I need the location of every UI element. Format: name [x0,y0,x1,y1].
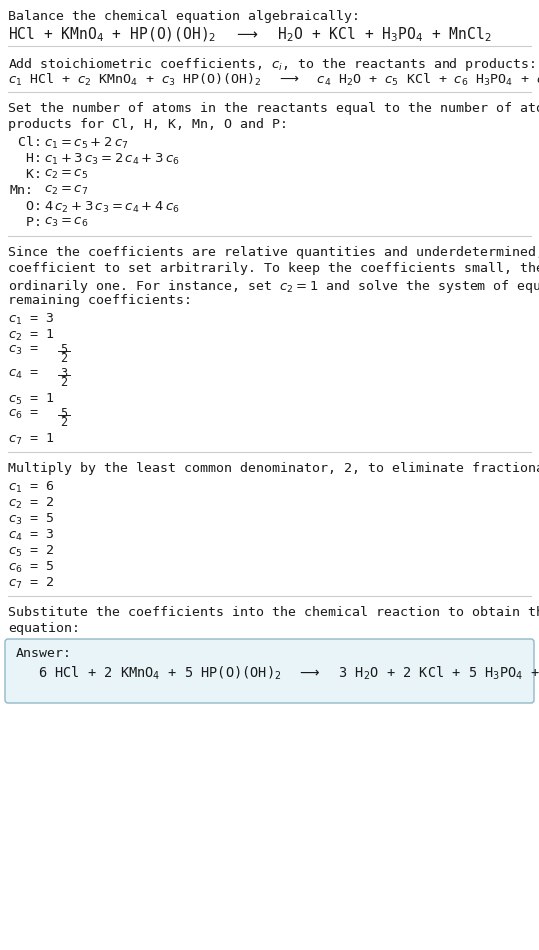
Text: HCl + KMnO$_4$ + HP(O)(OH)$_2$  $\longrightarrow$  H$_2$O + KCl + H$_3$PO$_4$ + : HCl + KMnO$_4$ + HP(O)(OH)$_2$ $\longrig… [8,26,492,45]
Text: P:: P: [10,216,42,229]
Text: ordinarily one. For instance, set $c_2 = 1$ and solve the system of equations fo: ordinarily one. For instance, set $c_2 =… [8,278,539,295]
Text: 2: 2 [60,416,67,429]
Text: $c_7$ = 1: $c_7$ = 1 [8,432,54,447]
Text: products for Cl, H, K, Mn, O and P:: products for Cl, H, K, Mn, O and P: [8,118,288,131]
Text: $c_6$ = 5: $c_6$ = 5 [8,560,54,575]
Text: $c_1$ HCl + $c_2$ KMnO$_4$ + $c_3$ HP(O)(OH)$_2$  $\longrightarrow$  $c_4$ H$_2$: $c_1$ HCl + $c_2$ KMnO$_4$ + $c_3$ HP(O)… [8,72,539,88]
Text: Set the number of atoms in the reactants equal to the number of atoms in the: Set the number of atoms in the reactants… [8,102,539,115]
Text: $c_2 = c_7$: $c_2 = c_7$ [44,184,88,197]
Text: $c_1$ = 3: $c_1$ = 3 [8,312,54,327]
Text: 5: 5 [60,407,67,420]
FancyBboxPatch shape [5,639,534,703]
Text: Balance the chemical equation algebraically:: Balance the chemical equation algebraica… [8,10,360,23]
Text: $c_6$ =: $c_6$ = [8,408,39,421]
Text: Cl:: Cl: [10,136,42,149]
Text: Add stoichiometric coefficients, $c_i$, to the reactants and products:: Add stoichiometric coefficients, $c_i$, … [8,56,536,73]
Text: K:: K: [10,168,42,181]
Text: coefficient to set arbitrarily. To keep the coefficients small, the arbitrary va: coefficient to set arbitrarily. To keep … [8,262,539,275]
Text: $c_7$ = 2: $c_7$ = 2 [8,576,54,591]
Text: $c_4$ = 3: $c_4$ = 3 [8,528,54,543]
Text: Mn:: Mn: [10,184,34,197]
Text: $c_2$ = 1: $c_2$ = 1 [8,328,54,343]
Text: Answer:: Answer: [16,647,72,660]
Text: $c_2$ = 2: $c_2$ = 2 [8,496,54,511]
Text: Since the coefficients are relative quantities and underdetermined, choose a: Since the coefficients are relative quan… [8,246,539,259]
Text: $c_3$ =: $c_3$ = [8,344,39,357]
Text: $c_5$ = 1: $c_5$ = 1 [8,392,54,408]
Text: $c_1$ = 6: $c_1$ = 6 [8,480,54,495]
Text: equation:: equation: [8,622,80,635]
Text: $c_3$ = 5: $c_3$ = 5 [8,512,54,527]
Text: $c_4$ =: $c_4$ = [8,368,39,381]
Text: $c_2 = c_5$: $c_2 = c_5$ [44,168,88,181]
Text: 2: 2 [60,376,67,389]
Text: remaining coefficients:: remaining coefficients: [8,294,192,307]
Text: H:: H: [10,152,42,165]
Text: 3: 3 [60,367,67,380]
Text: $c_5$ = 2: $c_5$ = 2 [8,544,54,560]
Text: Multiply by the least common denominator, 2, to eliminate fractional coefficient: Multiply by the least common denominator… [8,462,539,475]
Text: 2: 2 [60,352,67,365]
Text: 6 HCl + 2 KMnO$_4$ + 5 HP(O)(OH)$_2$  $\longrightarrow$  3 H$_2$O + 2 KCl + 5 H$: 6 HCl + 2 KMnO$_4$ + 5 HP(O)(OH)$_2$ $\l… [38,665,539,682]
Text: $c_1 + 3\,c_3 = 2\,c_4 + 3\,c_6$: $c_1 + 3\,c_3 = 2\,c_4 + 3\,c_6$ [44,152,179,167]
Text: $c_3 = c_6$: $c_3 = c_6$ [44,216,88,229]
Text: O:: O: [10,200,42,213]
Text: $c_1 = c_5 + 2\,c_7$: $c_1 = c_5 + 2\,c_7$ [44,136,129,151]
Text: 5: 5 [60,343,67,356]
Text: Substitute the coefficients into the chemical reaction to obtain the balanced: Substitute the coefficients into the che… [8,606,539,619]
Text: $4\,c_2 + 3\,c_3 = c_4 + 4\,c_6$: $4\,c_2 + 3\,c_3 = c_4 + 4\,c_6$ [44,200,179,215]
